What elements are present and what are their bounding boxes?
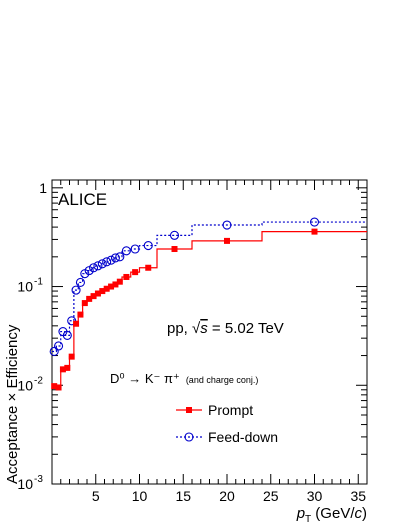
data-point: [54, 341, 64, 351]
data-point: [62, 330, 72, 340]
data-point: [311, 228, 318, 235]
data-point: [93, 261, 103, 271]
system-label-prefix: pp,: [167, 320, 192, 337]
x-tick-label: 15: [175, 488, 191, 504]
y-tick-exponent: -1: [34, 277, 43, 288]
data-point: [106, 255, 116, 265]
data-point: [103, 285, 110, 292]
series-prompt: [51, 228, 367, 391]
decay-channel-main: D⁰ → K⁻ π⁺: [110, 371, 180, 386]
data-point: [81, 300, 88, 307]
data-point: [71, 285, 81, 295]
data-point: [97, 259, 107, 269]
y-axis-ticks: 10 -310 -210 -11: [17, 180, 367, 492]
data-point: [145, 264, 152, 271]
data-point: [89, 263, 99, 273]
experiment-label: ALICE: [58, 190, 107, 209]
x-axis-label-p: p: [296, 505, 305, 522]
system-label-energy: = 5.02 TeV: [208, 320, 284, 337]
legend-prompt-label: Prompt: [208, 402, 253, 418]
data-point: [94, 290, 101, 297]
data-point: [108, 283, 115, 290]
x-axis-label-unit-c: c: [355, 505, 363, 522]
data-point: [143, 241, 153, 251]
data-point: [59, 366, 66, 373]
y-tick-exponent: -3: [34, 474, 43, 485]
y-tick-label: 1: [39, 180, 47, 196]
data-point: [115, 252, 125, 262]
data-point: [75, 277, 85, 288]
system-label: pp, √s = 5.02 TeV: [167, 320, 284, 337]
x-axis-label: pT (GeV/c): [296, 505, 367, 525]
data-point: [73, 320, 80, 327]
x-tick-label: 35: [350, 488, 366, 504]
y-tick-label: 10: [17, 377, 33, 393]
legend: Prompt Feed-down: [176, 402, 278, 445]
data-point: [77, 311, 84, 318]
data-point: [68, 353, 75, 360]
data-point: [132, 269, 139, 276]
legend-feeddown-label: Feed-down: [208, 429, 278, 445]
y-axis-label: Acceptance × Efficiency: [4, 324, 21, 484]
data-point: [130, 244, 140, 254]
data-point: [123, 273, 130, 280]
data-point: [309, 217, 320, 227]
data-point: [169, 230, 180, 240]
sqrt-s: s: [200, 320, 208, 337]
data-point: [90, 293, 97, 300]
data-point: [102, 257, 112, 267]
x-axis-label-unit-open: (GeV/: [311, 505, 355, 522]
y-tick-label: 10: [17, 476, 33, 492]
x-tick-label: 30: [307, 488, 323, 504]
data-point: [55, 384, 62, 391]
data-point: [99, 288, 106, 295]
data-point: [222, 220, 232, 230]
step-line: [52, 231, 367, 389]
decay-channel-label: D⁰ → K⁻ π⁺ (and charge conj.): [110, 371, 258, 386]
data-point: [121, 246, 131, 256]
data-point: [86, 295, 93, 302]
data-point: [64, 364, 71, 371]
data-point: [171, 246, 178, 253]
data-point: [224, 237, 230, 244]
data-point: [112, 281, 119, 288]
x-tick-label: 5: [92, 488, 100, 504]
x-tick-label: 10: [132, 488, 148, 504]
series-feed-down: [49, 217, 367, 357]
x-tick-label: 25: [263, 488, 279, 504]
data-point: [116, 278, 123, 285]
x-axis-ticks: 5 10 15 20 25 30 35: [60, 180, 368, 504]
decay-channel-suffix: (and charge conj.): [186, 375, 259, 385]
data-point: [110, 253, 120, 263]
x-tick-label: 20: [219, 488, 235, 504]
data-point: [51, 383, 58, 390]
sqrt-symbol: √: [192, 320, 201, 337]
step-line: [52, 221, 367, 353]
y-tick-exponent: -2: [34, 375, 43, 386]
x-axis-label-unit-close: ): [362, 505, 367, 522]
x-axis-label-sub: T: [305, 514, 311, 525]
data-point: [49, 346, 59, 357]
y-tick-label: 10: [17, 279, 33, 295]
